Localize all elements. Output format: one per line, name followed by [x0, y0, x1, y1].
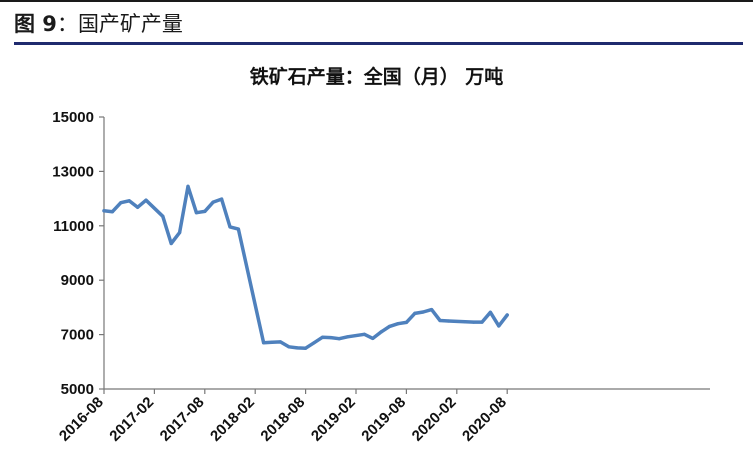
data-point — [413, 311, 417, 315]
data-point — [228, 225, 232, 229]
data-point — [304, 346, 308, 350]
data-point — [488, 310, 492, 314]
data-point — [144, 198, 148, 202]
chart-series — [102, 184, 509, 350]
data-point — [337, 337, 341, 341]
y-tick-label: 7000 — [61, 327, 94, 344]
data-point — [169, 241, 173, 246]
data-point — [346, 335, 350, 339]
data-point — [446, 319, 450, 323]
data-point — [262, 341, 266, 345]
data-point — [186, 184, 190, 188]
data-point — [287, 345, 291, 349]
x-tick-label: 2018-08 — [257, 394, 308, 445]
data-point — [362, 332, 366, 336]
data-point — [371, 336, 375, 340]
data-point — [178, 231, 182, 235]
data-point — [396, 322, 400, 326]
data-point — [430, 308, 434, 312]
chart-axes — [103, 117, 710, 390]
data-point — [203, 209, 207, 213]
data-point — [119, 201, 123, 205]
figure-label: 图 9 — [14, 12, 57, 36]
y-axis-ticks: 15000 13000 11000 9000 7000 5000 — [52, 109, 104, 398]
data-point — [480, 320, 484, 324]
x-tick-label: 2017-02 — [106, 394, 157, 445]
x-axis-ticks: 2016-08 2017-02 2017-08 2018-02 2018-08 2019-… — [56, 389, 510, 445]
data-point — [236, 227, 240, 231]
data-point — [211, 200, 215, 204]
data-point — [194, 211, 198, 215]
figure-header: 图 9：国产矿产量 — [14, 8, 183, 40]
series-line — [102, 184, 509, 350]
data-point — [110, 210, 114, 214]
figure-title: 国产矿产量 — [77, 12, 183, 36]
x-tick-label: 2020-02 — [409, 394, 460, 445]
data-point — [379, 330, 383, 334]
data-point — [127, 199, 131, 203]
x-tick-label: 2018-02 — [207, 394, 258, 445]
x-tick-label: 2017-08 — [157, 394, 208, 445]
data-point — [270, 340, 274, 344]
data-point — [220, 197, 224, 201]
header-rule — [14, 42, 743, 45]
data-point — [421, 310, 425, 314]
figure-colon: ： — [56, 12, 78, 36]
data-point — [320, 335, 324, 339]
data-point — [404, 320, 408, 324]
data-point — [136, 205, 140, 209]
data-point — [388, 324, 392, 328]
y-tick-label: 9000 — [61, 272, 94, 289]
data-point — [438, 318, 442, 323]
data-point — [161, 214, 165, 218]
chart-title: 铁矿石产量：全国（月） 万吨 — [249, 66, 504, 88]
x-tick-label: 2019-02 — [308, 394, 359, 445]
data-point — [329, 336, 333, 340]
data-point — [472, 320, 476, 324]
data-point — [312, 341, 316, 345]
y-tick-label: 15000 — [52, 109, 94, 126]
data-point — [295, 346, 299, 350]
y-tick-label: 11000 — [53, 218, 94, 235]
x-tick-label: 2019-08 — [358, 394, 409, 445]
data-point — [102, 209, 106, 213]
top-border — [0, 0, 753, 2]
data-point — [505, 313, 509, 317]
y-tick-label: 13000 — [52, 163, 94, 180]
data-point — [278, 340, 282, 344]
data-point — [497, 324, 501, 328]
data-point — [463, 320, 467, 324]
x-tick-label: 2016-08 — [56, 394, 107, 445]
x-tick-label: 2020-08 — [459, 394, 510, 445]
y-tick-label: 5000 — [61, 381, 94, 398]
